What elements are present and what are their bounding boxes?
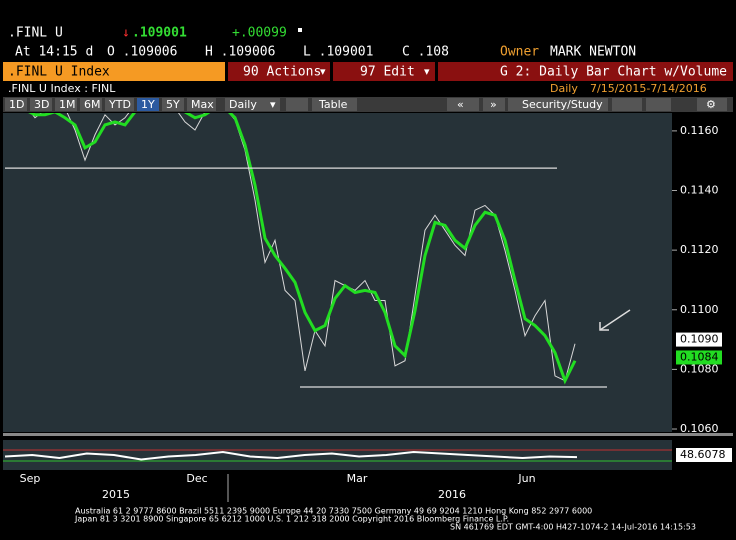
actions-button[interactable]	[228, 62, 330, 81]
study-button[interactable]	[508, 98, 608, 111]
edit-button[interactable]	[333, 62, 435, 81]
frequency-select-label: Daily	[229, 98, 257, 111]
security-box[interactable]	[3, 62, 225, 81]
owner: MARK NEWTON	[550, 45, 636, 60]
value-label-box	[676, 332, 722, 347]
dropdown-arrow: ▾	[424, 65, 430, 78]
dropdown-arrow: ▾	[320, 65, 326, 78]
last-price: .109001	[132, 26, 187, 41]
frequency-select[interactable]	[225, 98, 280, 111]
year-label: 2015	[102, 488, 130, 501]
indicator-box	[676, 448, 732, 462]
period-button[interactable]	[55, 98, 77, 111]
value-label: 0.1090	[680, 333, 719, 346]
back-icon: «	[457, 98, 464, 111]
panel-divider	[3, 433, 733, 436]
title-box	[438, 62, 733, 81]
settings-icon: ⚙	[706, 98, 716, 111]
security-name: .FINL U Index : FINL	[8, 82, 116, 95]
period-label: 1Y	[141, 98, 155, 111]
x-tick-label: Sep	[20, 472, 41, 485]
x-tick-label: Mar	[347, 472, 368, 485]
y-tick-label: 0.1160	[680, 124, 719, 137]
dropdown-arrow: ▾	[270, 98, 276, 111]
value-label: 0.1084	[680, 350, 719, 363]
plot-area	[3, 113, 672, 432]
period-button[interactable]	[30, 98, 52, 111]
period-label: Max	[191, 98, 214, 111]
value-label-box	[676, 350, 722, 365]
mode-button[interactable]	[646, 98, 671, 111]
y-tick-label: 0.1120	[680, 243, 719, 256]
chart-title: G 2: Daily Bar Chart w/Volume	[500, 65, 727, 80]
owner-label: Owner	[500, 45, 539, 60]
actions: 90 Actions	[243, 65, 321, 80]
price-line	[28, 113, 577, 385]
y-tick-label: 0.1140	[680, 184, 719, 197]
high: H .109006	[205, 45, 275, 60]
period-button[interactable]	[80, 98, 102, 111]
forward-icon: »	[490, 98, 497, 111]
period-label: YTD	[108, 98, 131, 111]
close: C .108	[402, 45, 449, 60]
period-button[interactable]	[187, 98, 216, 111]
ticker: .FINL U	[8, 26, 63, 41]
change: +.00099	[232, 26, 287, 41]
annotation-arrowhead	[599, 322, 609, 331]
x-tick-label: Jun	[517, 472, 535, 485]
back-button[interactable]	[447, 98, 479, 111]
arrow: ↓	[122, 26, 130, 41]
period-label: 3D	[34, 98, 49, 111]
annotation-arrow	[599, 309, 631, 331]
footer-line: SN 461769 EDT GMT-4:00 H427-1074-2 14-Ju…	[450, 523, 696, 532]
indicator-line	[4, 450, 578, 461]
footer-line: Japan 81 3 3201 8900 Singapore 65 6212 1…	[74, 515, 509, 524]
period-button[interactable]	[137, 98, 159, 111]
open: O .109006	[107, 45, 177, 60]
indicator	[298, 28, 302, 32]
y-tick-label: 0.1080	[680, 362, 719, 375]
period-label: 6M	[84, 98, 101, 111]
flag-button[interactable]	[612, 98, 642, 111]
period-button[interactable]	[162, 98, 184, 111]
study: Security/Study	[522, 98, 603, 111]
frequency: Daily	[550, 82, 578, 95]
chart-type-button[interactable]	[286, 98, 308, 111]
security: .FINL U Index	[8, 65, 110, 80]
period-button[interactable]	[105, 98, 134, 111]
forward-button[interactable]	[483, 98, 505, 111]
period-button[interactable]	[5, 98, 27, 111]
time: At 14:15 d	[15, 45, 93, 60]
table-button[interactable]	[312, 98, 357, 111]
low: L .109001	[303, 45, 373, 60]
period-label: 1M	[59, 98, 76, 111]
settings-button[interactable]	[697, 98, 727, 111]
footer-line: Australia 61 2 9777 8600 Brazil 5511 239…	[75, 507, 592, 516]
year-label: 2016	[438, 488, 466, 501]
y-tick-label: 0.1100	[680, 303, 719, 316]
period-label: 1D	[9, 98, 24, 111]
date-range: 7/15/2015-7/14/2016	[590, 82, 707, 95]
indicator-value: 48.6078	[680, 448, 726, 461]
x-tick-label: Dec	[186, 472, 207, 485]
y-tick-label: 0.1060	[680, 422, 719, 435]
table: Table	[318, 98, 348, 111]
period-label: 5Y	[166, 98, 180, 111]
edit: 97 Edit	[360, 65, 415, 80]
price-line	[30, 113, 576, 382]
